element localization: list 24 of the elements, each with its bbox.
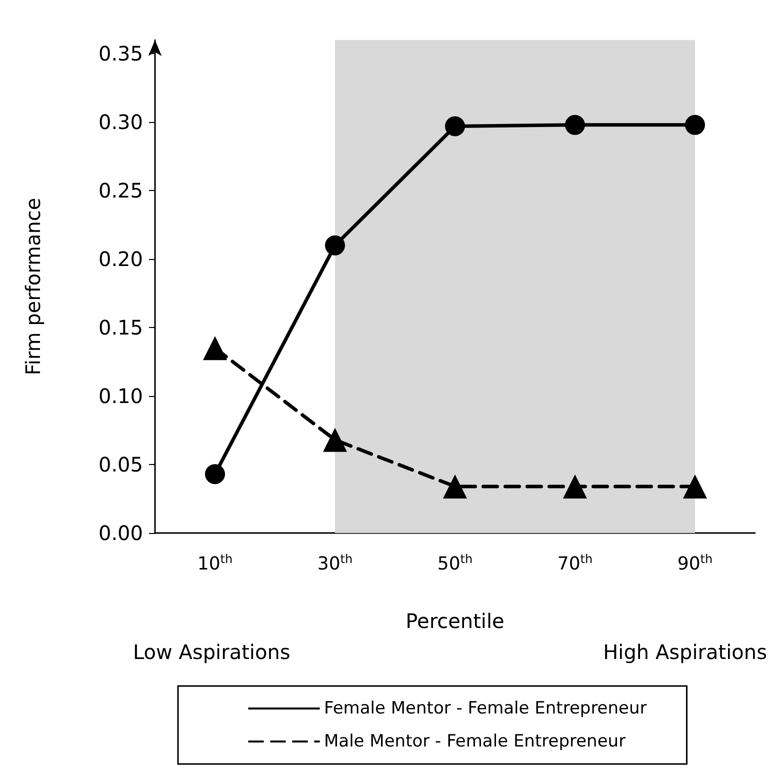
point [683,474,707,498]
point [565,114,585,135]
point [323,428,347,452]
y-tick-label: 0.35 [98,42,143,66]
x-axis-title: Percentile [406,609,504,633]
legend-label: Female Mentor - Female Entrepreneur [324,698,647,718]
point [325,235,345,256]
text: Low Aspirations [133,640,290,664]
point [563,474,587,498]
point [443,474,467,498]
text: High Aspirations [603,640,768,664]
y-tick-label: 0.30 [98,110,143,134]
y-axis-title: Firm performance [21,198,45,376]
point [205,464,225,484]
y-tick-label: 0.10 [98,384,143,408]
y-tick-label: 0.00 [98,521,143,545]
y-tick-label: 0.05 [98,452,143,477]
y-tick-label: 0.15 [98,316,143,340]
point [203,336,227,360]
point [445,116,465,136]
y-tick-label: 0.20 [98,247,143,272]
legend-label: Male Mentor - Female Entrepreneur [324,732,626,752]
y-tick-label: 0.25 [98,178,143,203]
point [685,114,705,135]
